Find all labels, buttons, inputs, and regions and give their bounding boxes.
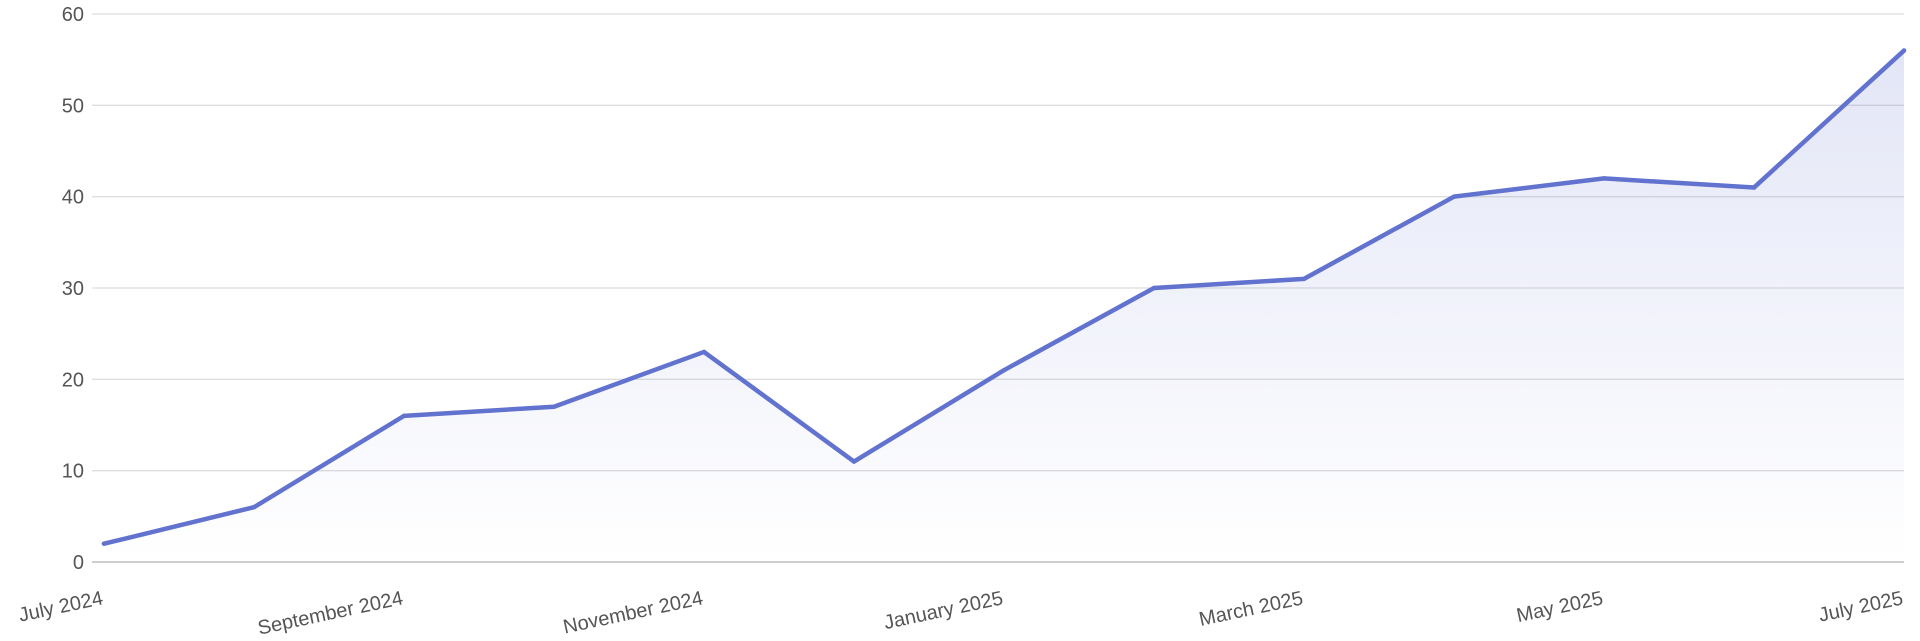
x-tick-label: July 2025 [1817, 587, 1905, 626]
series-area [104, 50, 1904, 562]
y-tick-label: 10 [62, 461, 84, 483]
y-tick-label: 60 [62, 4, 84, 26]
data-point[interactable] [701, 349, 707, 355]
data-point[interactable] [551, 404, 557, 409]
y-tick-label: 30 [62, 278, 84, 300]
data-point[interactable] [1751, 185, 1757, 190]
x-tick-label: January 2025 [882, 587, 1005, 634]
data-point[interactable] [1301, 276, 1307, 282]
y-tick-label: 20 [62, 369, 84, 391]
x-axis-ticks: July 2024 September 2024 November 2024 Janu… [17, 587, 1905, 639]
data-point[interactable] [1451, 194, 1457, 199]
data-point[interactable] [1151, 285, 1157, 291]
x-tick-label: May 2025 [1515, 587, 1605, 627]
data-point[interactable] [401, 413, 407, 419]
x-tick-label: September 2024 [256, 587, 405, 636]
data-point[interactable] [101, 541, 107, 546]
y-tick-label: 50 [62, 95, 84, 117]
x-tick-label: July 2024 [17, 587, 105, 626]
data-point[interactable] [251, 505, 257, 510]
x-tick-label: November 2024 [561, 587, 705, 636]
data-point[interactable] [1901, 48, 1907, 53]
data-point[interactable] [851, 459, 857, 464]
x-tick-label: March 2025 [1197, 587, 1305, 630]
y-tick-label: 40 [62, 187, 84, 209]
area-layer [104, 50, 1904, 562]
data-point[interactable] [1601, 176, 1607, 181]
y-axis-ticks: 0 10 20 30 40 50 60 [62, 4, 84, 574]
y-tick-label: 0 [73, 552, 84, 574]
line-layer [101, 48, 1907, 546]
data-point[interactable] [1001, 368, 1007, 373]
